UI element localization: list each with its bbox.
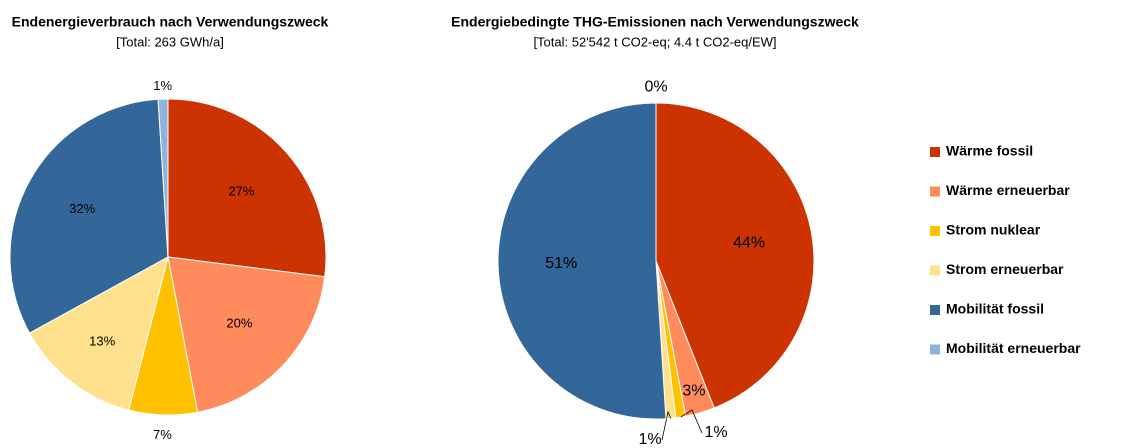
- data-label: 1%: [153, 78, 172, 93]
- data-label: 0%: [644, 78, 667, 95]
- legend-swatch: [930, 305, 940, 315]
- legend-label: Wärme fossil: [946, 143, 1033, 159]
- legend-swatch: [930, 226, 940, 236]
- data-label: 1%: [638, 431, 661, 448]
- data-label: 13%: [89, 333, 115, 348]
- data-label: 3%: [682, 383, 705, 400]
- pie-slice: [497, 102, 667, 420]
- chart-title: Endenergieverbrauch nach Verwendungszwec…: [12, 14, 329, 30]
- legend-swatch: [930, 265, 940, 276]
- chart-subtitle: [Total: 263 GWh/a]: [116, 34, 224, 49]
- chart-title: Endergiebedingte THG-Emissionen nach Ver…: [451, 14, 859, 30]
- legend-swatch: [930, 344, 940, 355]
- pie-slice: [9, 98, 169, 334]
- chart-subtitle: [Total: 52'542 t CO2-eq; 4.4 t CO2-eq/EW…: [533, 34, 776, 49]
- data-label: 32%: [69, 201, 95, 216]
- pie-slice: [157, 98, 169, 258]
- legend-label: Mobilität fossil: [946, 301, 1044, 317]
- leader-line: [680, 409, 703, 434]
- data-label: 44%: [733, 234, 765, 251]
- legend-label: Mobilität erneuerbar: [946, 340, 1081, 356]
- data-label: 20%: [226, 315, 252, 330]
- leader-line: [661, 410, 672, 441]
- data-label: 1%: [704, 424, 727, 441]
- data-label: 27%: [228, 184, 254, 199]
- pie-slice: [167, 256, 326, 413]
- legend-label: Wärme erneuerbar: [946, 182, 1070, 198]
- data-label: 7%: [153, 427, 172, 442]
- legend-swatch: [930, 186, 940, 197]
- legend-label: Strom nuklear: [946, 222, 1041, 238]
- pie-slice: [28, 256, 169, 411]
- pie-slice: [655, 102, 815, 409]
- pie-slice: [167, 98, 327, 278]
- legend-label: Strom erneuerbar: [946, 261, 1064, 277]
- legend-swatch: [930, 147, 940, 157]
- data-label: 51%: [545, 255, 577, 272]
